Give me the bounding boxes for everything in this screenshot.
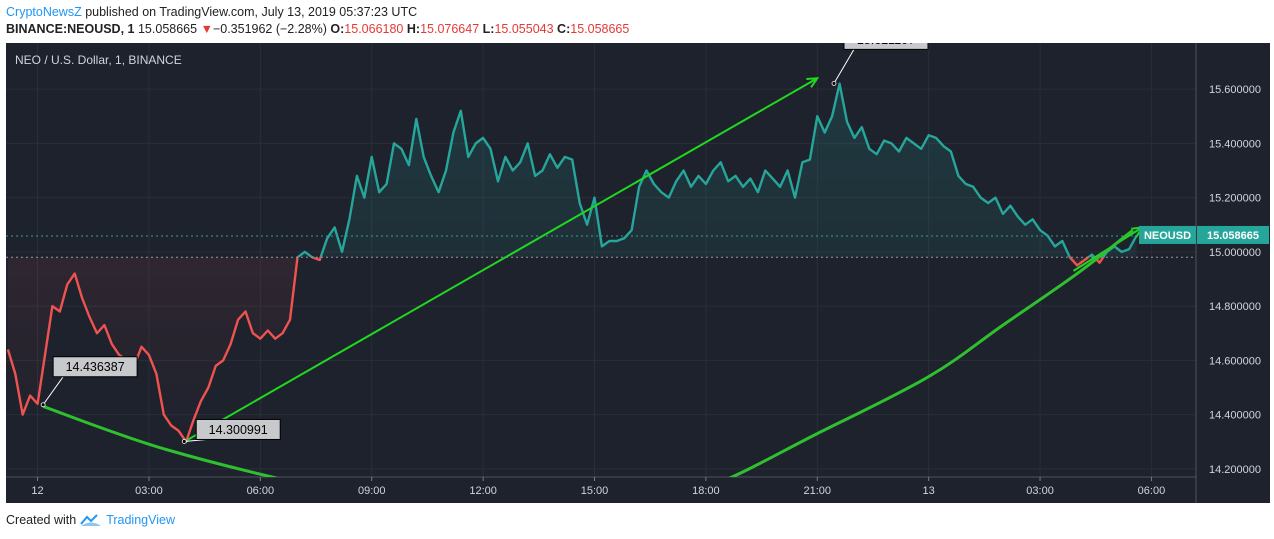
x-tick-label: 09:00	[358, 485, 386, 497]
y-tick-label: 14.200000	[1209, 464, 1261, 476]
price-chart[interactable]: 14.200000 14.400000 14.600000 14.800000 15.0…	[6, 28, 1270, 503]
symbol-tag-label: NEOUSD	[1144, 230, 1191, 242]
callout-box	[52, 356, 138, 378]
change-value: −0.351962 (−2.28%)	[212, 22, 327, 36]
low-value: 15.055043	[494, 22, 554, 36]
close-value: 15.058665	[570, 22, 630, 36]
x-tick-label: 03:00	[1026, 485, 1054, 497]
price-axis[interactable]: 14.200000 14.400000 14.600000 14.800000 15.0…	[1209, 84, 1261, 476]
high-label: H:	[406, 22, 421, 36]
series-up-region	[296, 82, 1138, 258]
callout-label: 14.300991	[209, 423, 268, 437]
tradingview-logo-icon	[80, 514, 102, 526]
y-tick-label: 15.400000	[1209, 138, 1261, 150]
callout-box	[195, 418, 281, 440]
low-label: L:	[482, 22, 495, 36]
last-price-tag-label: 15.058665	[1207, 230, 1259, 242]
trend-curve	[42, 228, 1134, 477]
publish-text: published on TradingView.com, July 13, 2…	[85, 5, 418, 19]
publish-info: CryptoNewsZ published on TradingView.com…	[6, 5, 417, 19]
callout-pointer	[833, 49, 855, 84]
y-tick-label: 15.600000	[1209, 84, 1261, 96]
trend-arrow-line	[183, 77, 818, 443]
last-price: 15.058665	[137, 22, 198, 36]
price-series	[6, 82, 1138, 443]
x-tick-label: 06:00	[247, 485, 275, 497]
callout-pointer	[42, 376, 64, 406]
callout-anchor	[181, 439, 187, 444]
series-area-down	[7, 257, 1137, 442]
x-tick-label: 15:00	[581, 485, 609, 497]
series-line-up	[296, 82, 1138, 258]
tradingview-link[interactable]: TradingView	[106, 513, 175, 527]
callout-anchor	[40, 402, 46, 408]
time-axis-labels: 12 03:00 06:00 09:00 12:00 15:00 18:00 21:00 13 0…	[31, 477, 1165, 497]
last-price-tag-box	[1197, 225, 1269, 244]
x-tick-label: 12:00	[469, 485, 497, 497]
chart-title: NEO / U.S. Dollar, 1, BINANCE	[15, 53, 182, 67]
callout-label: 15.621107	[857, 43, 915, 47]
open-value: 15.066180	[344, 22, 404, 36]
x-tick-label: 13	[923, 485, 935, 497]
callout-anchor	[831, 80, 837, 86]
footer: Created with TradingView	[6, 513, 175, 527]
y-tick-label: 14.800000	[1209, 301, 1261, 313]
arrow-head-icon	[806, 77, 820, 88]
symbol-label: BINANCE:NEOUSD, 1	[6, 22, 135, 36]
open-label: O:	[330, 22, 345, 36]
x-tick-label: 18:00	[692, 485, 720, 497]
x-tick-label: 06:00	[1138, 485, 1166, 497]
chart-panel[interactable]: 14.200000 14.400000 14.600000 14.800000 15.0…	[6, 28, 1270, 503]
callout-label: 14.436387	[66, 360, 125, 374]
x-tick-label: 12	[31, 485, 43, 497]
x-tick-label: 21:00	[804, 485, 832, 497]
close-label: C:	[557, 22, 571, 36]
drawings	[6, 77, 1196, 477]
symbol-ohlc-bar: BINANCE:NEOUSD, 1 15.058665 ▼−0.351962 (…	[6, 22, 629, 36]
y-tick-label: 15.000000	[1209, 247, 1261, 259]
series-area-up	[297, 83, 1137, 258]
series-line-down	[6, 257, 1105, 443]
time-axis[interactable]	[6, 477, 1270, 503]
y-tick-label: 15.200000	[1209, 193, 1261, 205]
high-value: 15.076647	[420, 22, 480, 36]
symbol-tag-box	[1139, 225, 1196, 244]
y-tick-label: 14.400000	[1209, 410, 1261, 422]
author-link[interactable]: CryptoNewsZ	[6, 5, 82, 19]
created-with-text: Created with	[6, 513, 77, 527]
y-tick-label: 14.600000	[1209, 355, 1261, 367]
down-arrow-icon: ▼	[200, 22, 213, 36]
series-down-region	[6, 257, 1137, 443]
x-tick-label: 03:00	[135, 485, 163, 497]
